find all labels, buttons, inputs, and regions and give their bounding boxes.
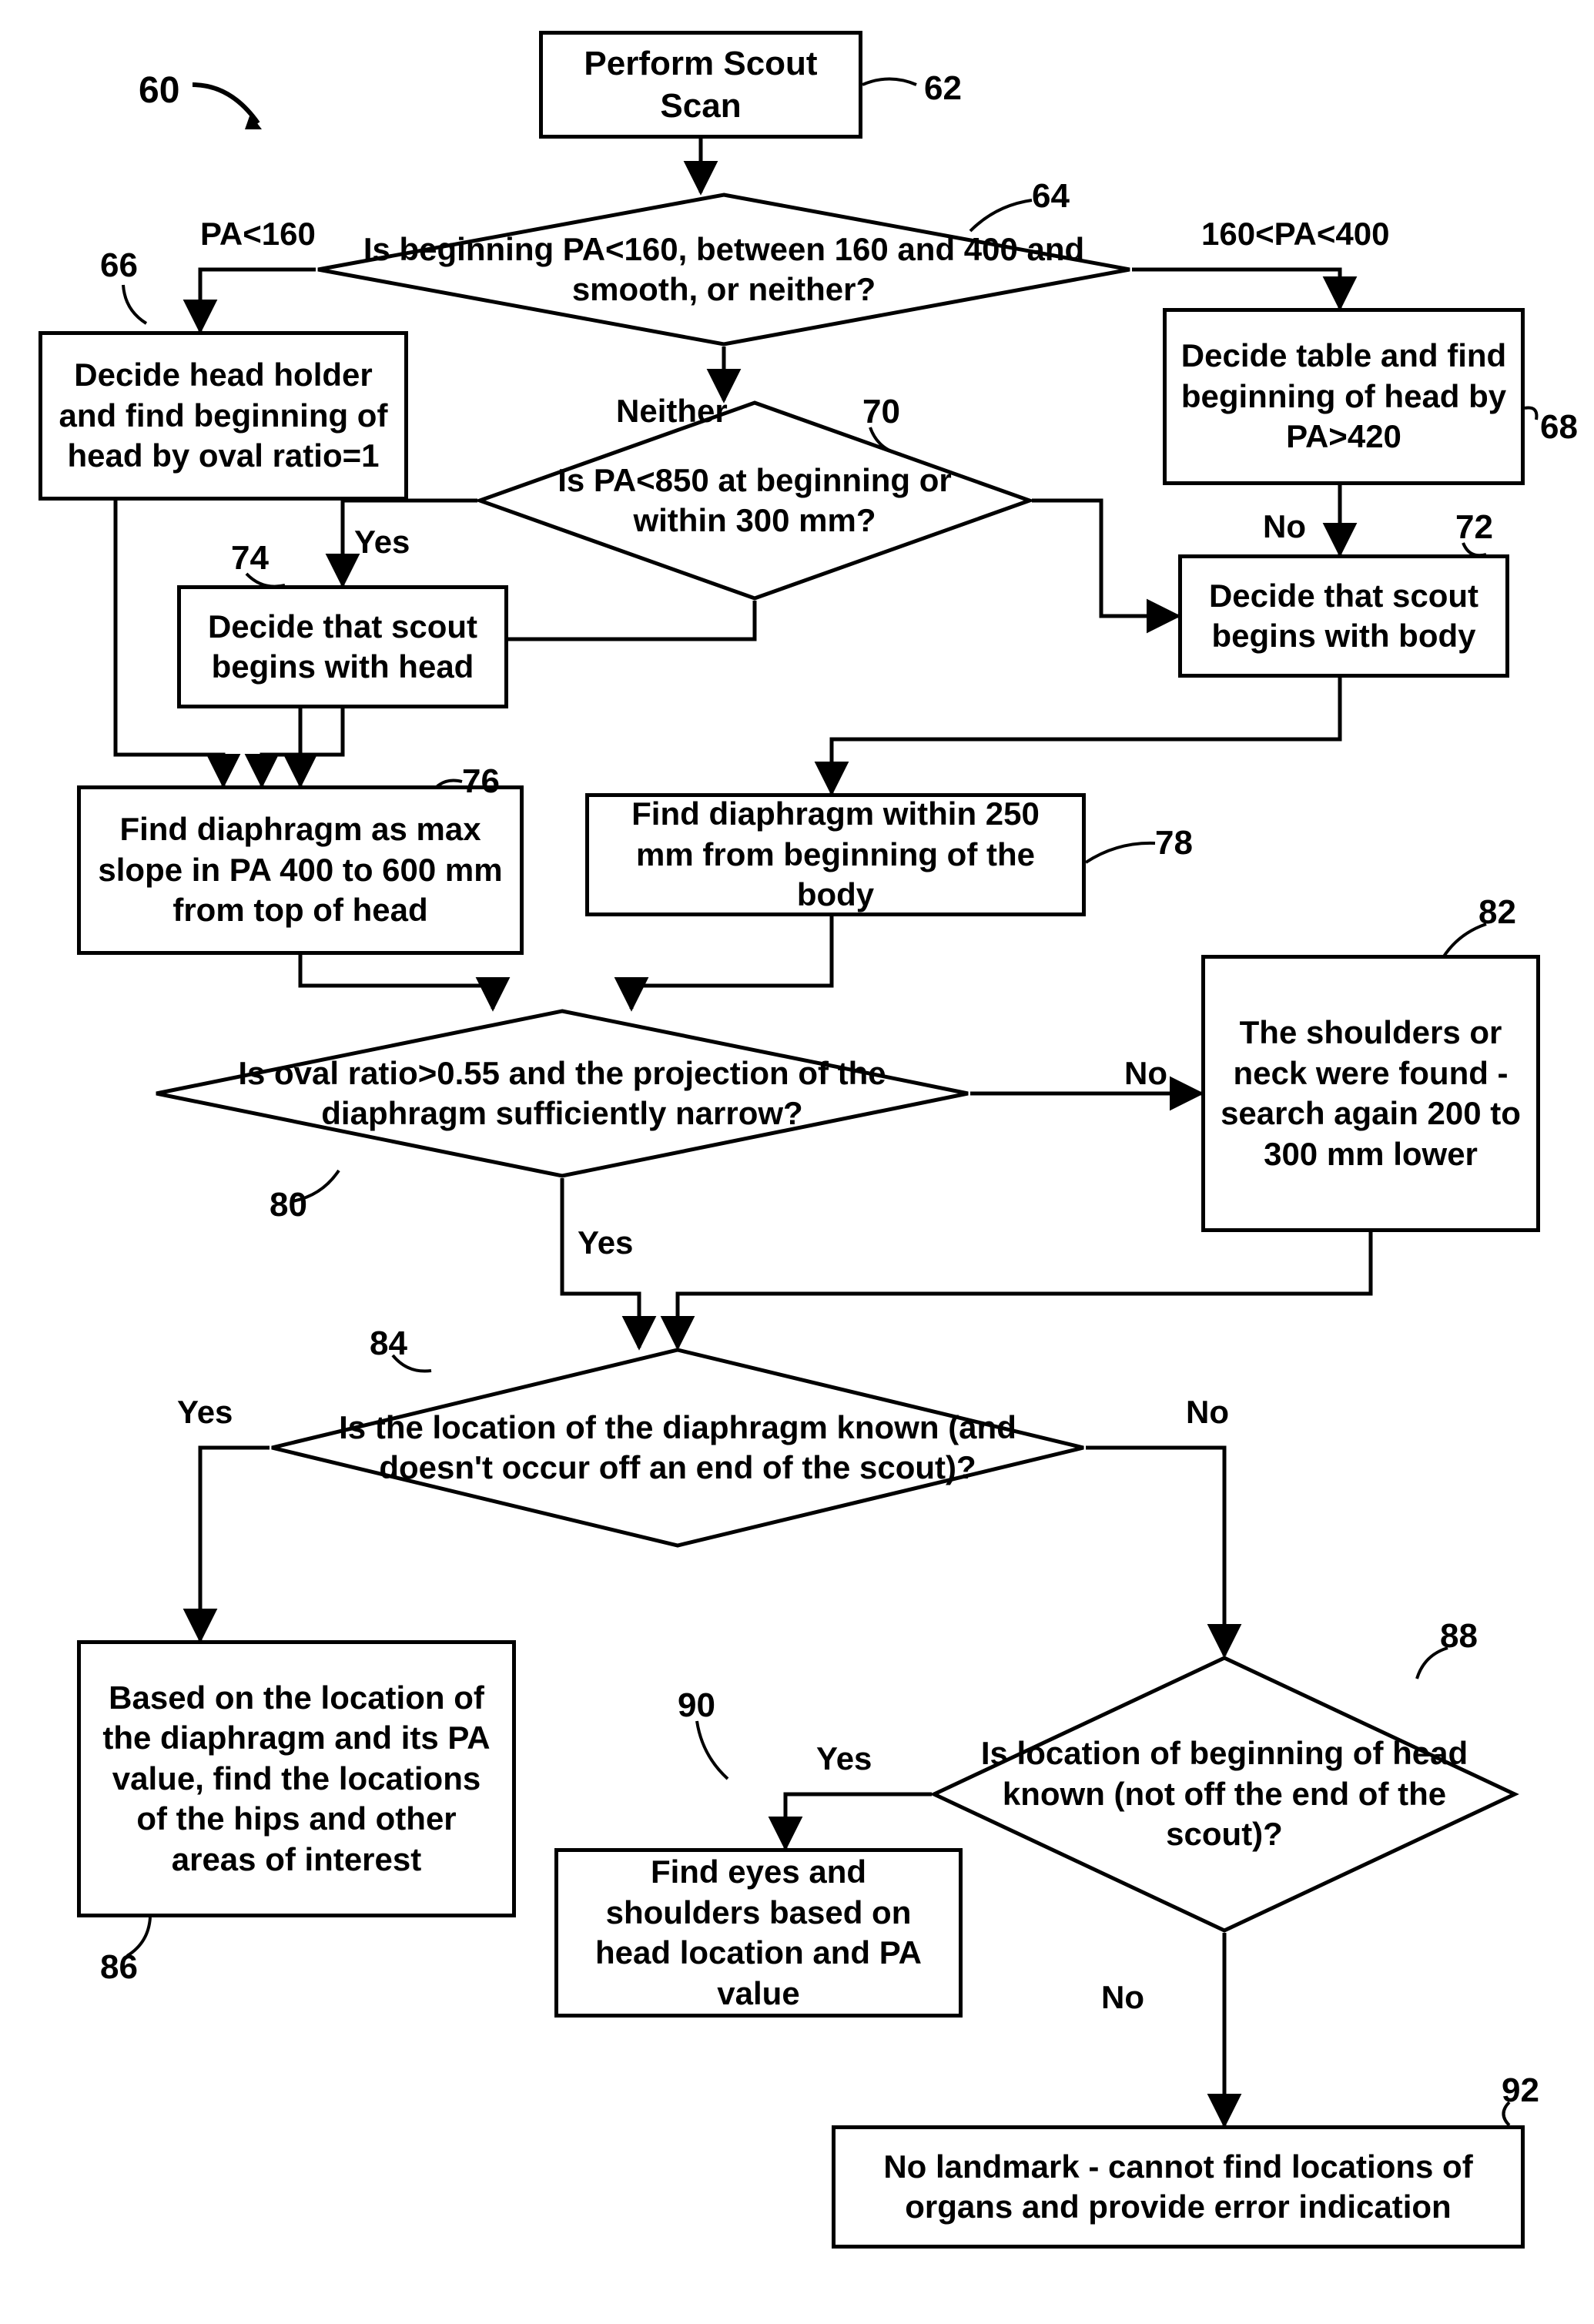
flow-node-text: No landmark - cannot find locations of o… xyxy=(848,2147,1509,2228)
flow-node-text: Based on the location of the diaphragm a… xyxy=(93,1678,500,1880)
flow-node-82: The shoulders or neck were found - searc… xyxy=(1201,955,1540,1232)
flow-node-text: Find diaphragm as max slope in PA 400 to… xyxy=(93,809,507,931)
ref-label-86: 86 xyxy=(100,1948,138,1987)
flow-node-74: Decide that scout begins with head xyxy=(177,585,508,708)
ref-label-92: 92 xyxy=(1502,2071,1539,2110)
ref-label-70: 70 xyxy=(862,393,900,431)
flow-node-62: Perform Scout Scan xyxy=(539,31,862,139)
edge-label: Yes xyxy=(578,1224,633,1261)
edge-label: Yes xyxy=(354,524,410,561)
ref-label-72: 72 xyxy=(1455,508,1493,547)
flow-node-68: Decide table and find beginning of head … xyxy=(1163,308,1525,485)
flow-decision-text: Is PA<850 at beginning or within 300 mm? xyxy=(477,460,1032,541)
flow-node-text: The shoulders or neck were found - searc… xyxy=(1217,1013,1524,1174)
ref-label-78: 78 xyxy=(1155,824,1193,862)
flow-node-text: Perform Scout Scan xyxy=(555,42,846,127)
flow-ref-arrow-icon xyxy=(185,77,277,146)
flow-decision-80: Is oval ratio>0.55 and the projection of… xyxy=(154,1009,970,1178)
flow-node-72: Decide that scout begins with body xyxy=(1178,554,1509,678)
flow-node-92: No landmark - cannot find locations of o… xyxy=(832,2125,1525,2249)
ref-label-82: 82 xyxy=(1478,893,1516,932)
flow-decision-text: Is beginning PA<160, between 160 and 400… xyxy=(316,229,1132,310)
flow-decision-text: Is location of beginning of head known (… xyxy=(932,1733,1517,1855)
edge-label: PA<160 xyxy=(200,216,316,253)
flow-node-text: Decide head holder and find beginning of… xyxy=(55,355,392,477)
edge-label: Neither xyxy=(616,393,728,430)
ref-label-88: 88 xyxy=(1440,1617,1478,1656)
flow-node-text: Find eyes and shoulders based on head lo… xyxy=(571,1852,946,2014)
flow-node-78: Find diaphragm within 250 mm from beginn… xyxy=(585,793,1086,916)
flow-decision-text: Is the location of the diaphragm known (… xyxy=(270,1408,1086,1488)
edge-label: No xyxy=(1263,508,1306,545)
flow-decision-text: Is oval ratio>0.55 and the projection of… xyxy=(154,1053,970,1134)
edge-label: No xyxy=(1186,1394,1229,1431)
flow-node-text: Find diaphragm within 250 mm from beginn… xyxy=(601,794,1070,916)
edge-label: Yes xyxy=(816,1740,872,1777)
flow-node-86: Based on the location of the diaphragm a… xyxy=(77,1640,516,1917)
flow-node-text: Decide table and find beginning of head … xyxy=(1179,336,1509,457)
flow-decision-70: Is PA<850 at beginning or within 300 mm? xyxy=(477,400,1032,601)
edge-label: No xyxy=(1101,1979,1144,2016)
ref-label-60: 60 xyxy=(139,69,179,112)
flow-decision-84: Is the location of the diaphragm known (… xyxy=(270,1348,1086,1548)
ref-label-64: 64 xyxy=(1032,177,1070,216)
flow-decision-64: Is beginning PA<160, between 160 and 400… xyxy=(316,193,1132,347)
ref-label-62: 62 xyxy=(924,69,962,108)
flow-node-text: Decide that scout begins with body xyxy=(1194,576,1493,657)
ref-label-76: 76 xyxy=(462,762,500,801)
flow-decision-88: Is location of beginning of head known (… xyxy=(932,1656,1517,1933)
ref-label-66: 66 xyxy=(100,246,138,285)
ref-label-84: 84 xyxy=(370,1324,407,1363)
ref-label-74: 74 xyxy=(231,539,269,578)
edge-label: No xyxy=(1124,1055,1167,1092)
ref-label-90: 90 xyxy=(678,1686,715,1725)
flow-node-76: Find diaphragm as max slope in PA 400 to… xyxy=(77,785,524,955)
flow-node-66: Decide head holder and find beginning of… xyxy=(39,331,408,501)
flow-node-90: Find eyes and shoulders based on head lo… xyxy=(554,1848,963,2018)
edge-label: Yes xyxy=(177,1394,233,1431)
flow-node-text: Decide that scout begins with head xyxy=(193,607,492,688)
edge-label: 160<PA<400 xyxy=(1201,216,1389,253)
ref-label-80: 80 xyxy=(270,1186,307,1224)
ref-label-68: 68 xyxy=(1540,408,1578,447)
